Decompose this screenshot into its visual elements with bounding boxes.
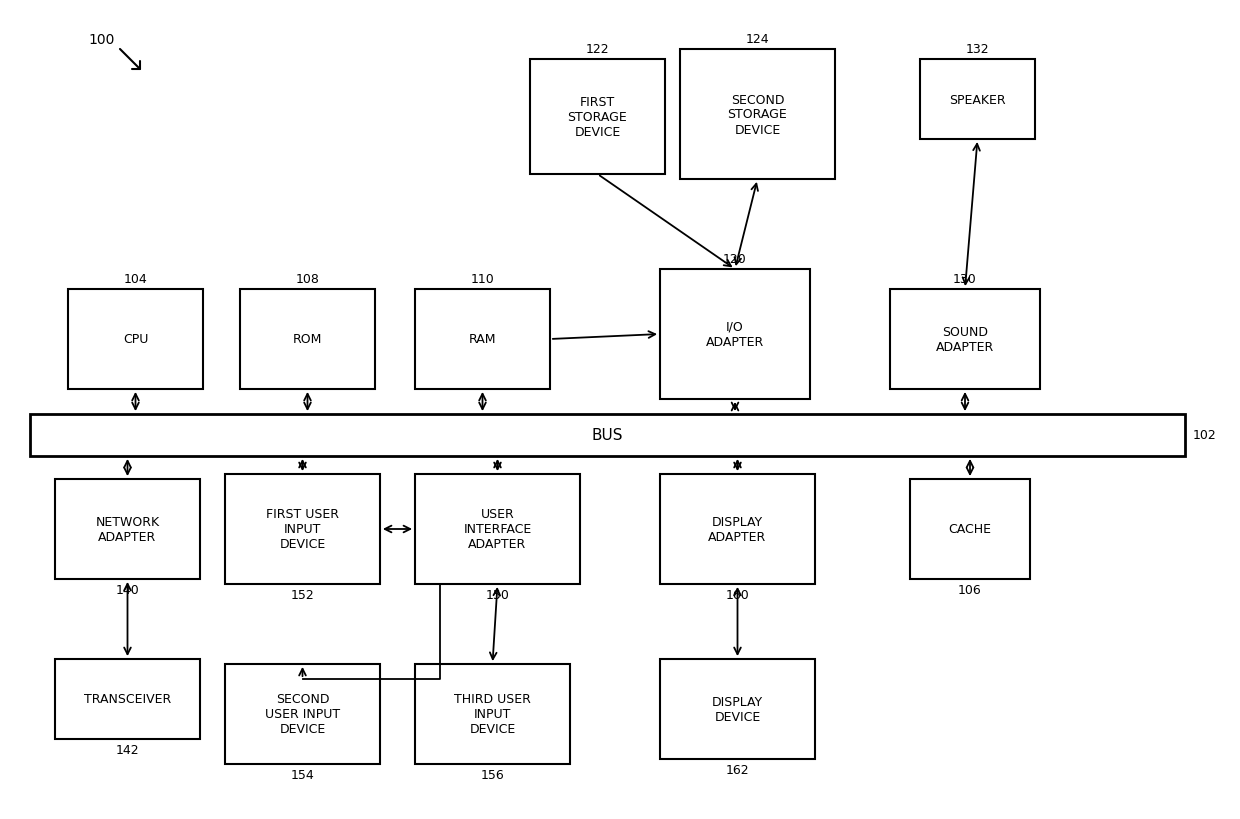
Bar (30, 414, 1185, 456)
Text: SPEAKER: SPEAKER (949, 93, 1006, 106)
Bar (529, 60, 665, 174)
Bar (910, 479, 1030, 579)
Text: DISPLAY
DEVICE: DISPLAY DEVICE (712, 695, 763, 723)
Text: SOUND
ADAPTER: SOUND ADAPTER (936, 326, 994, 354)
Text: 106: 106 (959, 583, 982, 596)
Text: 122: 122 (585, 43, 609, 56)
Bar (55, 659, 200, 739)
Text: CPU: CPU (123, 333, 149, 346)
Text: TRANSCEIVER: TRANSCEIVER (84, 693, 171, 706)
Bar (55, 479, 200, 579)
Text: 102: 102 (1193, 429, 1216, 442)
Bar (660, 474, 815, 584)
Bar (660, 269, 810, 400)
Bar (660, 659, 815, 759)
Text: 150: 150 (486, 588, 510, 601)
Bar (920, 60, 1035, 140)
Bar (415, 474, 580, 584)
Text: 140: 140 (115, 583, 139, 596)
Text: 108: 108 (295, 273, 320, 286)
Text: ROM: ROM (293, 333, 322, 346)
Bar (890, 290, 1040, 390)
Text: FIRST
STORAGE
DEVICE: FIRST STORAGE DEVICE (568, 96, 627, 139)
Bar (415, 664, 570, 764)
Text: 160: 160 (725, 588, 749, 601)
Text: 124: 124 (745, 33, 769, 46)
Bar (68, 290, 203, 390)
Text: THIRD USER
INPUT
DEVICE: THIRD USER INPUT DEVICE (454, 693, 531, 735)
Text: I/O
ADAPTER: I/O ADAPTER (706, 320, 764, 349)
Bar (224, 474, 379, 584)
Text: 130: 130 (954, 273, 977, 286)
Text: NETWORK
ADAPTER: NETWORK ADAPTER (95, 515, 160, 543)
Bar (241, 290, 374, 390)
Text: SECOND
STORAGE
DEVICE: SECOND STORAGE DEVICE (728, 93, 787, 136)
Text: 154: 154 (290, 768, 315, 781)
Text: 162: 162 (725, 763, 749, 776)
Text: DISPLAY
ADAPTER: DISPLAY ADAPTER (708, 515, 766, 543)
Text: 100: 100 (88, 33, 114, 47)
Text: 104: 104 (124, 273, 148, 286)
Text: CACHE: CACHE (949, 523, 992, 536)
Text: BUS: BUS (591, 428, 624, 443)
Bar (415, 290, 551, 390)
Text: 120: 120 (723, 253, 746, 265)
Text: 156: 156 (481, 768, 505, 781)
Text: 132: 132 (966, 43, 990, 56)
Text: 110: 110 (471, 273, 495, 286)
Text: SECOND
USER INPUT
DEVICE: SECOND USER INPUT DEVICE (265, 693, 340, 735)
Bar (224, 664, 379, 764)
Bar (680, 50, 835, 180)
Text: RAM: RAM (469, 333, 496, 346)
Text: FIRST USER
INPUT
DEVICE: FIRST USER INPUT DEVICE (267, 508, 339, 551)
Text: 142: 142 (115, 743, 139, 756)
Text: USER
INTERFACE
ADAPTER: USER INTERFACE ADAPTER (464, 508, 532, 551)
Text: 152: 152 (290, 588, 315, 601)
